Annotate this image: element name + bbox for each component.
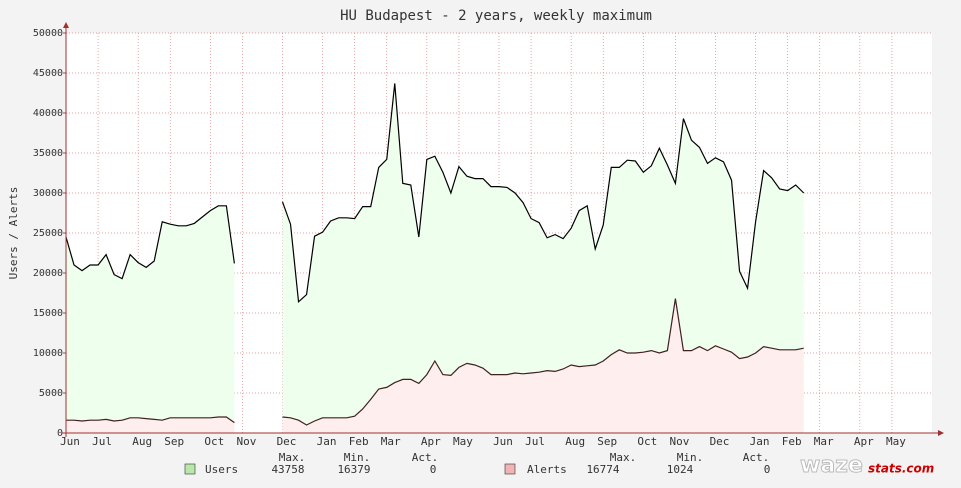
area-fill xyxy=(282,298,804,433)
x-tick-label: Jul xyxy=(92,435,112,448)
y-tick-label: 40000 xyxy=(33,108,63,119)
legend-stat-header: Min. xyxy=(677,451,704,464)
y-tick-label: 15000 xyxy=(33,308,63,319)
x-tick-label: Dec xyxy=(710,435,730,448)
legend-stat: 16774 xyxy=(586,463,619,476)
series-line xyxy=(65,83,805,304)
x-axis-arrow xyxy=(938,430,944,436)
x-tick-label: Feb xyxy=(349,435,369,448)
area-fill xyxy=(66,205,235,433)
area-fill xyxy=(66,417,235,433)
legend-stat: 16379 xyxy=(337,463,370,476)
legend-label: Alerts xyxy=(527,463,567,476)
x-tick-label: Nov xyxy=(236,435,256,448)
y-tick-label: 45000 xyxy=(33,68,63,79)
x-tick-label: Jun xyxy=(60,435,80,448)
x-tick-label: Dec xyxy=(277,435,297,448)
y-axis-arrow xyxy=(63,22,69,28)
x-tick-label: Jul xyxy=(525,435,545,448)
legend-stat-header: Act. xyxy=(743,451,770,464)
x-tick-label: Nov xyxy=(669,435,689,448)
y-tick-label: 35000 xyxy=(33,148,63,159)
legend-swatch xyxy=(184,463,196,475)
x-tick-label: Mar xyxy=(814,435,834,448)
x-tick-label: Aug xyxy=(565,435,585,448)
legend-stat: 43758 xyxy=(271,463,304,476)
legend-swatch xyxy=(504,463,516,475)
x-tick-label: Jun xyxy=(493,435,513,448)
y-tick-label: 30000 xyxy=(33,188,63,199)
legend-stat: 0 xyxy=(430,463,437,476)
y-tick-label: 20000 xyxy=(33,268,63,279)
y-axis-label: Users / Alerts xyxy=(7,187,20,280)
x-tick-label: Apr xyxy=(421,435,441,448)
legend-stat: 0 xyxy=(764,463,771,476)
logo: stats.com xyxy=(868,462,934,476)
y-tick-label: 5000 xyxy=(39,388,63,399)
y-tick-label: 50000 xyxy=(33,28,63,39)
x-tick-label: Sep xyxy=(164,435,184,448)
legend-label: Users xyxy=(205,463,238,476)
x-tick-label: Apr xyxy=(854,435,874,448)
chart-title: HU Budapest - 2 years, weekly maximum xyxy=(340,8,652,24)
y-tick-label: 25000 xyxy=(33,228,63,239)
legend-stat-header: Min. xyxy=(344,451,371,464)
y-tick-label: 10000 xyxy=(33,348,63,359)
x-tick-label: Jan xyxy=(317,435,337,448)
legend-stat-header: Max. xyxy=(610,451,637,464)
x-tick-label: May xyxy=(453,435,473,448)
x-tick-label: Oct xyxy=(637,435,657,448)
legend-stat-header: Max. xyxy=(279,451,306,464)
y-tick-label: 0 xyxy=(57,428,63,439)
x-tick-label: Sep xyxy=(597,435,617,448)
x-tick-label: May xyxy=(886,435,906,448)
x-tick-label: Feb xyxy=(782,435,802,448)
x-tick-label: Aug xyxy=(132,435,152,448)
x-tick-label: Oct xyxy=(204,435,224,448)
x-tick-label: Jan xyxy=(750,435,770,448)
legend-stat: 1024 xyxy=(667,463,694,476)
logo: waze xyxy=(800,453,863,478)
series-line xyxy=(66,298,804,426)
legend-stat-header: Act. xyxy=(412,451,439,464)
x-tick-label: Mar xyxy=(381,435,401,448)
